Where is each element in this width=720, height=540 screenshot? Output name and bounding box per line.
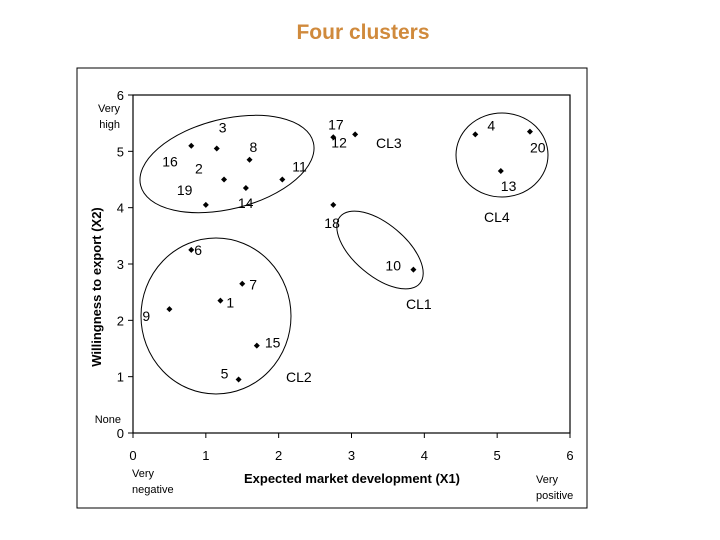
y-tick-label: 3: [117, 257, 124, 272]
data-point-5: [235, 376, 242, 383]
point-label-9: 9: [142, 308, 150, 324]
data-point-20: [526, 128, 533, 135]
point-label-10: 10: [385, 258, 401, 274]
point-label-12: 12: [331, 134, 347, 150]
x-tick-label: 6: [566, 448, 573, 463]
x-tick-label: 1: [202, 448, 209, 463]
y-tick-label: 0: [117, 426, 124, 441]
data-point-8: [246, 156, 253, 163]
data-point-11: [279, 176, 286, 183]
data-point-15: [253, 342, 260, 349]
cluster-label-cl2: CL2: [286, 369, 312, 385]
point-label-1: 1: [226, 295, 234, 311]
point-label-3: 3: [219, 120, 227, 136]
data-point-19: [202, 201, 209, 208]
y-tick-label: 1: [117, 370, 124, 385]
data-point-13: [497, 168, 504, 175]
data-point-3: [213, 145, 220, 152]
cluster-label-cl3: CL3: [376, 135, 402, 151]
cluster-label-cl1: CL1: [406, 296, 432, 312]
point-label-6: 6: [194, 242, 202, 258]
data-point-7: [239, 280, 246, 287]
y-tick-label: 4: [117, 201, 124, 216]
point-label-4: 4: [487, 117, 495, 133]
point-label-14: 14: [238, 195, 254, 211]
point-label-2: 2: [195, 161, 203, 177]
x-tick-label: 4: [421, 448, 428, 463]
x-end-label-high: Very positive: [536, 474, 573, 502]
x-tick-label: 2: [275, 448, 282, 463]
point-label-11: 11: [292, 159, 307, 175]
data-point-12: [330, 134, 337, 141]
y-end-label-low: None: [95, 414, 121, 426]
data-point-4: [472, 131, 479, 138]
x-tick-label: 5: [494, 448, 501, 463]
point-label-16: 16: [162, 154, 178, 170]
cluster-ellipse-cl1: [336, 210, 424, 290]
cluster-ellipse-cl4: [455, 112, 549, 198]
data-point-18: [330, 201, 337, 208]
chart-frame: [76, 67, 588, 509]
plot-area: [132, 94, 571, 434]
point-label-5: 5: [221, 365, 229, 381]
x-axis-title: Expected market development (X1): [244, 471, 460, 486]
cluster-ellipse-cl2: [140, 237, 292, 395]
point-label-19: 19: [177, 182, 193, 198]
chart-title: Four clusters: [296, 21, 430, 44]
x-tick-label: 0: [129, 448, 136, 463]
data-point-1: [217, 297, 224, 304]
data-point-16: [188, 142, 195, 149]
y-axis-title: Willingness to export (X2): [89, 207, 104, 367]
point-label-17: 17: [328, 116, 344, 132]
x-end-label-low: Very negative: [132, 468, 174, 496]
data-point-17: [352, 131, 359, 138]
data-point-10: [410, 266, 417, 273]
y-tick-label: 6: [117, 88, 124, 103]
point-label-13: 13: [501, 178, 517, 194]
x-tick-label: 3: [348, 448, 355, 463]
data-point-2: [221, 176, 228, 183]
data-point-6: [188, 246, 195, 253]
y-tick-label: 5: [117, 144, 124, 159]
point-label-15: 15: [265, 335, 281, 351]
data-point-9: [166, 306, 173, 313]
cluster-ellipse-cl3: [139, 114, 315, 214]
y-end-label-high: Very high: [98, 103, 121, 131]
y-tick-label: 2: [117, 313, 124, 328]
point-label-8: 8: [250, 139, 258, 155]
cluster-label-cl4: CL4: [484, 209, 510, 225]
point-label-20: 20: [530, 140, 546, 156]
point-label-7: 7: [249, 277, 257, 293]
data-point-14: [242, 184, 249, 191]
point-label-18: 18: [324, 215, 340, 231]
